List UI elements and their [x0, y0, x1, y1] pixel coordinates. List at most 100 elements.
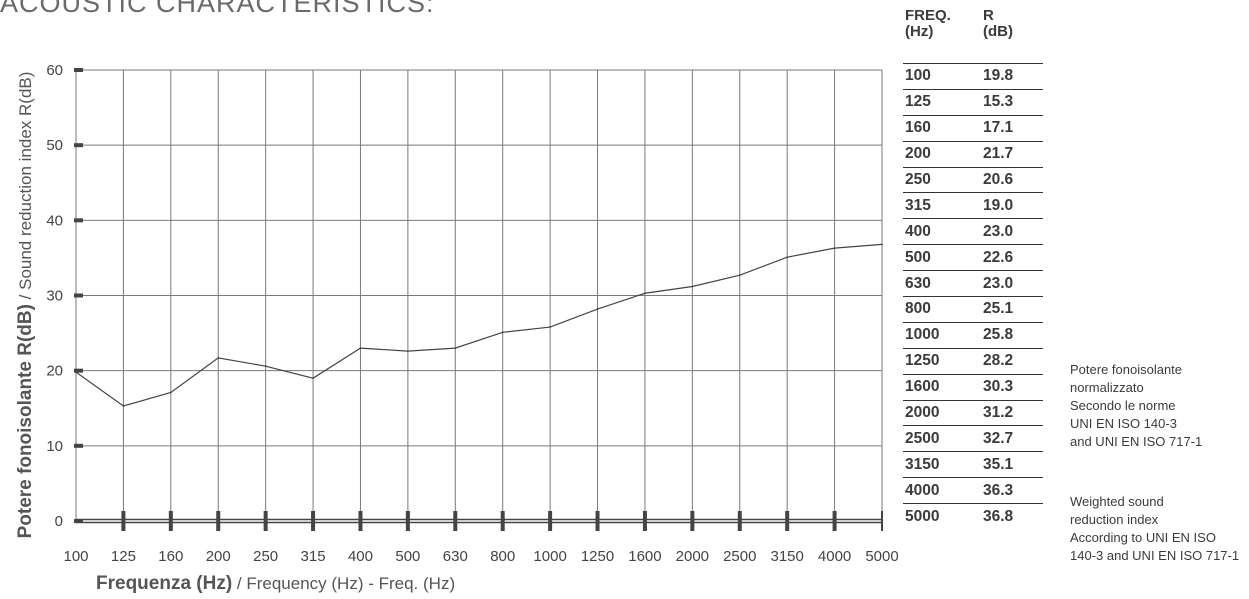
table-cell-freq: 100 [905, 67, 931, 85]
table-row: 100 19.8 [903, 64, 1043, 90]
table-body: 100 19.8 125 15.3 160 17.1 200 21.7 250 20.6 315 19… [903, 64, 1043, 530]
y-tick-label: 10 [46, 438, 63, 455]
table-row: 500 22.6 [903, 245, 1043, 272]
note-line: According to UNI EN ISO [1070, 530, 1216, 545]
table-cell-freq: 2000 [905, 404, 940, 422]
x-tick-label: 630 [443, 548, 468, 565]
r-header-line1: R [983, 7, 994, 24]
y-tick-mark [74, 68, 83, 72]
table-cell-r: 35.1 [983, 455, 1014, 473]
data-point [312, 377, 314, 380]
table-cell-freq: 2500 [905, 429, 940, 447]
y-axis-title-rest: / Sound reduction index R(dB) [16, 72, 35, 304]
table-row: 4000 36.3 [903, 478, 1043, 505]
table-cell-r: 32.7 [983, 429, 1014, 447]
table-row: 2000 31.2 [903, 401, 1043, 427]
data-point [691, 285, 694, 288]
table-cell-freq: 1600 [905, 378, 940, 396]
data-point [217, 356, 220, 359]
data-point [786, 256, 789, 259]
y-axis-title: Potere fonoisolante R(dB) / Sound reduct… [15, 72, 36, 539]
chart-series [75, 243, 883, 407]
x-tick-mark [263, 511, 268, 531]
table-cell-freq: 125 [905, 93, 931, 111]
table-row: 250 20.6 [903, 168, 1043, 194]
y-tick-mark [74, 443, 83, 448]
data-point [75, 371, 77, 374]
table-cell-r: 19.8 [983, 67, 1014, 85]
note-line: reduction index [1070, 512, 1159, 527]
x-tick-label: 200 [206, 548, 231, 565]
table-row: 315 19.0 [903, 193, 1043, 220]
x-tick-label: 400 [348, 548, 373, 565]
frequency-table: FREQ. (Hz) R (dB) 100 19.8 125 15.3 160 17.1 2… [903, 8, 1043, 530]
chart-labels: 100 125 160 200 250 315 400 500 630 800 1000 1250 16… [46, 62, 898, 565]
x-tick-mark [121, 511, 126, 531]
x-tick-mark [785, 511, 790, 531]
x-tick-label: 1250 [581, 548, 614, 565]
data-point [169, 391, 172, 394]
sound-reduction-chart: 100 125 160 200 250 315 400 500 630 800 1000 1250 16… [15, 62, 899, 594]
x-tick-mark [405, 511, 410, 531]
y-tick-mark [74, 143, 83, 148]
table-cell-freq: 500 [905, 248, 931, 266]
data-point [406, 350, 409, 353]
x-tick-label: 3150 [770, 548, 803, 565]
chart-grid [75, 69, 883, 521]
table-row: 400 23.0 [903, 219, 1043, 246]
x-tick-label: 315 [301, 548, 326, 565]
data-point [549, 326, 552, 328]
table-row: 3150 35.1 [903, 452, 1043, 479]
data-point [122, 405, 125, 407]
table-row: 2500 32.7 [903, 426, 1043, 453]
note-line: Potere fonoisolante [1070, 362, 1183, 377]
page-title: ACOUSTIC CHARACTERISTICS: [0, 0, 435, 18]
data-point [596, 308, 599, 310]
x-tick-mark [311, 511, 316, 531]
x-tick-label: 500 [395, 548, 420, 565]
table-cell-r: 30.3 [983, 378, 1014, 396]
x-axis-title-rest: / Frequency (Hz) - Freq. (Hz) [232, 574, 455, 593]
y-tick-label: 30 [46, 288, 63, 305]
freq-column-header: FREQ. (Hz) [903, 8, 983, 63]
x-axis-title-bold: Frequenza (Hz) [96, 573, 232, 594]
table-row: 800 25.1 [903, 297, 1043, 323]
table-cell-freq: 1250 [905, 352, 940, 370]
table-cell-r: 36.8 [983, 508, 1014, 526]
x-tick-mark [642, 511, 647, 531]
data-point [454, 347, 457, 350]
y-tick-label: 20 [46, 363, 63, 380]
weighted-note: Weighted sound reduction index According… [1070, 493, 1239, 565]
table-cell-r: 28.2 [983, 352, 1014, 370]
data-point [359, 347, 362, 350]
x-tick-label: 1000 [533, 548, 566, 565]
table-cell-freq: 630 [905, 274, 931, 292]
table-cell-freq: 5000 [905, 508, 940, 526]
table-cell-r: 31.2 [983, 404, 1014, 422]
y-tick-mark [74, 293, 83, 298]
table-header: FREQ. (Hz) R (dB) [903, 8, 1043, 64]
table-cell-freq: 3150 [905, 455, 940, 473]
table-cell-freq: 250 [905, 171, 931, 188]
x-tick-label: 2000 [676, 548, 709, 565]
x-tick-mark [595, 511, 600, 531]
x-tick-mark [690, 511, 695, 531]
note-line: normalizzato [1070, 380, 1144, 395]
data-point [501, 331, 504, 334]
data-point [881, 243, 883, 246]
x-tick-mark [216, 511, 221, 531]
chart-axes [74, 68, 883, 531]
data-point [738, 274, 741, 277]
table-cell-r: 25.1 [983, 300, 1014, 318]
table-row: 5000 36.8 [903, 504, 1043, 530]
table-cell-r: 22.6 [983, 248, 1014, 266]
r-column-header: R (dB) [983, 8, 1043, 63]
data-point [644, 292, 646, 295]
x-tick-label: 100 [63, 548, 88, 565]
table-row: 1600 30.3 [903, 375, 1043, 401]
x-tick-mark [548, 511, 553, 531]
table-cell-r: 23.0 [983, 222, 1014, 240]
freq-header-line2: (Hz) [905, 23, 934, 40]
y-tick-mark [74, 218, 83, 223]
x-tick-label: 1600 [628, 548, 661, 565]
